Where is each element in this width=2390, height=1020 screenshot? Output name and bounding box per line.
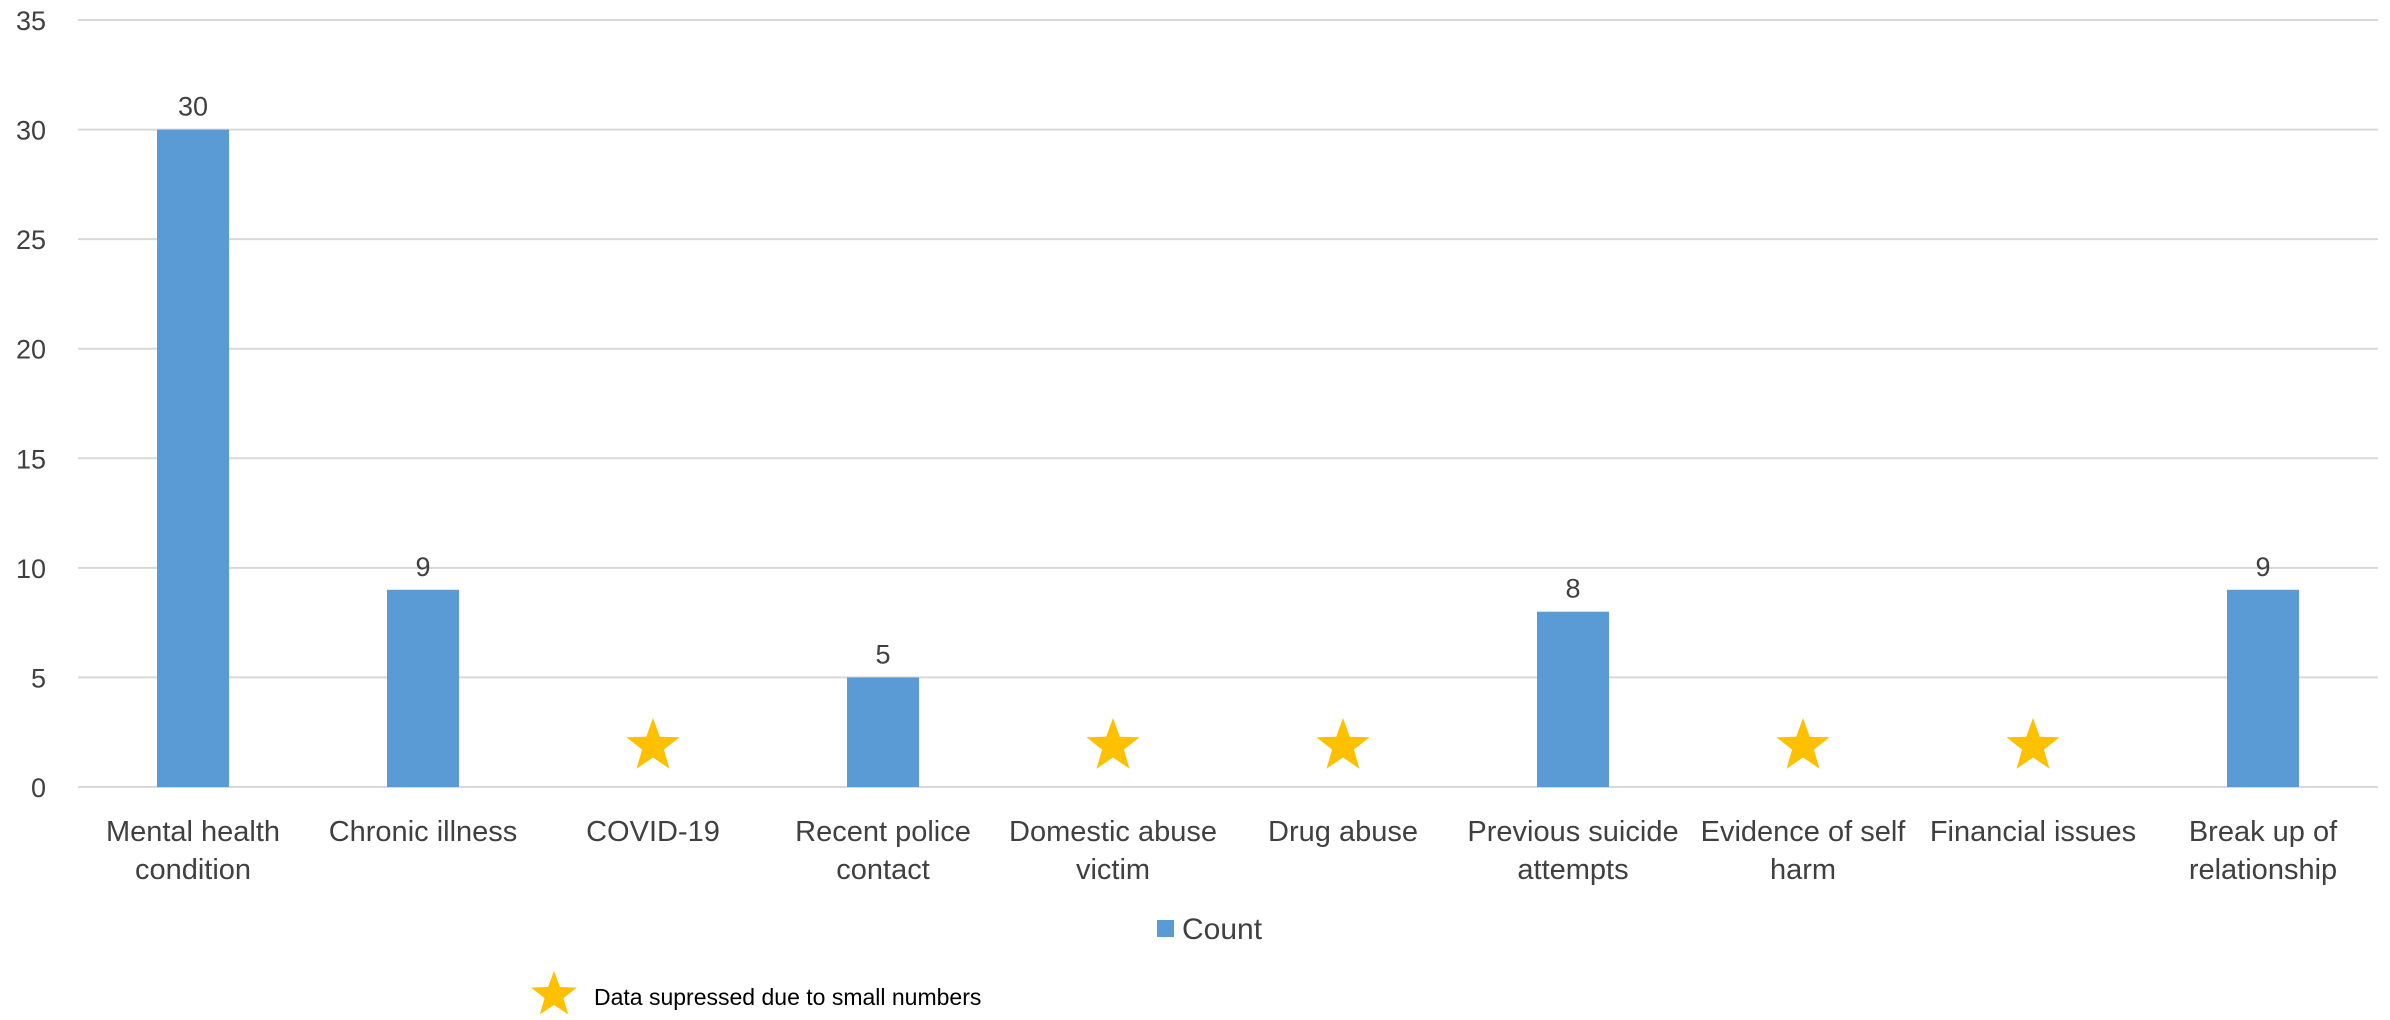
bar xyxy=(2227,589,2299,787)
legend-label: Count xyxy=(1182,913,1263,946)
gridlines xyxy=(78,19,2378,788)
bar xyxy=(1537,611,1609,787)
star-icon xyxy=(531,971,577,1015)
footnote: Data supressed due to small numbers xyxy=(531,971,981,1015)
bars xyxy=(157,129,2299,788)
data-label: 9 xyxy=(2255,552,2270,582)
x-axis-labels: Mental health condition Chronic illness COV… xyxy=(106,816,2338,886)
x-tick-label: Financial issues xyxy=(1930,816,2136,848)
data-label: 5 xyxy=(875,639,890,669)
y-axis-ticks: 0 5 10 15 20 25 30 35 xyxy=(16,6,46,803)
y-tick-label: 15 xyxy=(16,444,46,474)
x-tick-label: Recent police contact xyxy=(795,816,971,886)
y-tick-label: 10 xyxy=(16,554,46,584)
x-tick-label: COVID-19 xyxy=(586,816,720,848)
bar xyxy=(157,129,229,788)
star-icon xyxy=(2006,718,2060,769)
star-icon xyxy=(1776,718,1830,769)
y-tick-label: 35 xyxy=(16,6,46,36)
data-labels: 30 9 5 8 9 xyxy=(178,92,2271,670)
x-tick-label: Evidence of self harm xyxy=(1701,816,1907,886)
data-label: 8 xyxy=(1565,574,1580,604)
star-icon xyxy=(626,718,680,769)
y-tick-label: 25 xyxy=(16,225,46,255)
legend: Count xyxy=(1157,913,1263,946)
star-icon xyxy=(1316,718,1370,769)
data-label: 9 xyxy=(415,552,430,582)
footnote-text: Data supressed due to small numbers xyxy=(594,984,981,1010)
x-tick-label: Break up of relationship xyxy=(2189,816,2338,886)
bar xyxy=(847,677,919,787)
y-tick-label: 0 xyxy=(31,773,46,803)
x-tick-label: Domestic abuse victim xyxy=(1009,816,1217,886)
x-tick-label: Drug abuse xyxy=(1268,816,1418,848)
x-tick-label: Previous suicide attempts xyxy=(1467,816,1678,886)
data-label: 30 xyxy=(178,92,208,122)
y-tick-label: 20 xyxy=(16,335,46,365)
y-tick-label: 30 xyxy=(16,116,46,146)
x-tick-label: Chronic illness xyxy=(329,816,518,848)
star-icon xyxy=(1086,718,1140,769)
x-tick-label: Mental health condition xyxy=(106,816,280,886)
bar xyxy=(387,589,459,787)
y-tick-label: 5 xyxy=(31,663,46,693)
suppressed-markers xyxy=(626,718,2060,769)
legend-swatch xyxy=(1157,920,1174,937)
